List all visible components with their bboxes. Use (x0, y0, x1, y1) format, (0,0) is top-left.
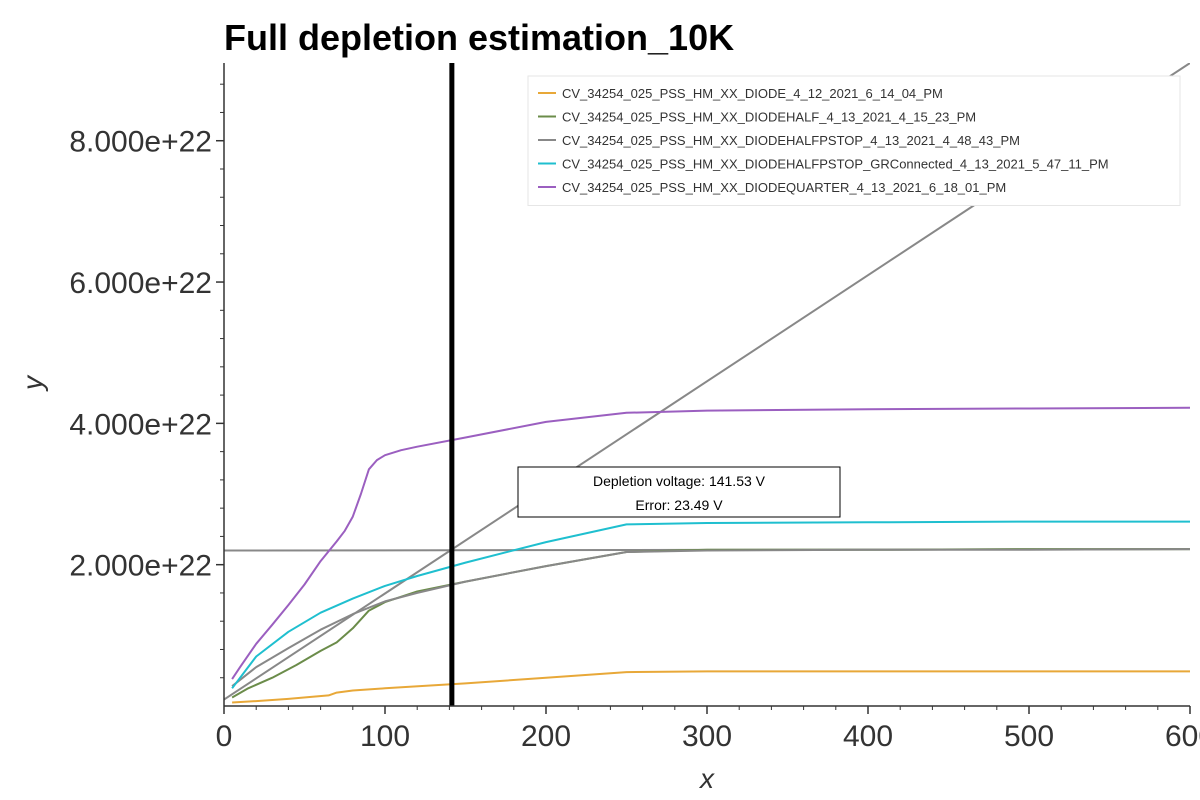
series-line-4 (231, 520, 1190, 689)
annotation-error: Error: 23.49 V (635, 497, 723, 513)
y-tick-label: 8.000e+22 (69, 126, 212, 159)
x-tick-label: 0 (216, 720, 233, 753)
legend: CV_34254_025_PSS_HM_XX_DIODE_4_12_2021_6… (527, 75, 1181, 206)
y-tick-label: 2.000e+22 (69, 550, 212, 583)
series-line-5 (231, 406, 1190, 680)
legend-box (527, 75, 1181, 206)
series-line-3 (231, 548, 1190, 687)
y-tick-label: 4.000e+22 (69, 408, 212, 441)
legend-entry: CV_34254_025_PSS_HM_XX_DIODEHALFPSTOP_4_… (562, 133, 1020, 148)
x-tick-label: 100 (360, 720, 410, 753)
series-line-1 (232, 670, 1190, 704)
annotation-box (517, 466, 841, 518)
legend-entry: CV_34254_025_PSS_HM_XX_DIODEHALF_4_13_20… (562, 110, 976, 125)
x-tick-label: 400 (843, 720, 893, 753)
ticks: 0 100 200 300 400 500 600 2.000e+22 4.000e+22 6.0… (69, 83, 1200, 753)
annotation-depletion-voltage: Depletion voltage: 141.53 V (593, 473, 766, 489)
x-tick-label: 200 (521, 720, 571, 753)
legend-entry: CV_34254_025_PSS_HM_XX_DIODEQUARTER_4_13… (562, 180, 1006, 195)
x-tick-label: 300 (682, 720, 732, 753)
x-tick-label: 500 (1004, 720, 1054, 753)
x-axis-label: x (698, 763, 715, 794)
plot-area (224, 63, 1190, 706)
depletion-annotation: Depletion voltage: 141.53 V Error: 23.49… (517, 466, 841, 518)
x-tick-label: 600 (1165, 720, 1200, 753)
series-line-2 (231, 548, 1190, 699)
legend-entry: CV_34254_025_PSS_HM_XX_DIODEHALFPSTOP_GR… (562, 157, 1109, 172)
legend-entry: CV_34254_025_PSS_HM_XX_DIODE_4_12_2021_6… (562, 86, 943, 101)
y-axis-label: y (17, 374, 48, 392)
chart-title: Full depletion estimation_10K (224, 17, 734, 58)
y-tick-label: 6.000e+22 (69, 267, 212, 300)
